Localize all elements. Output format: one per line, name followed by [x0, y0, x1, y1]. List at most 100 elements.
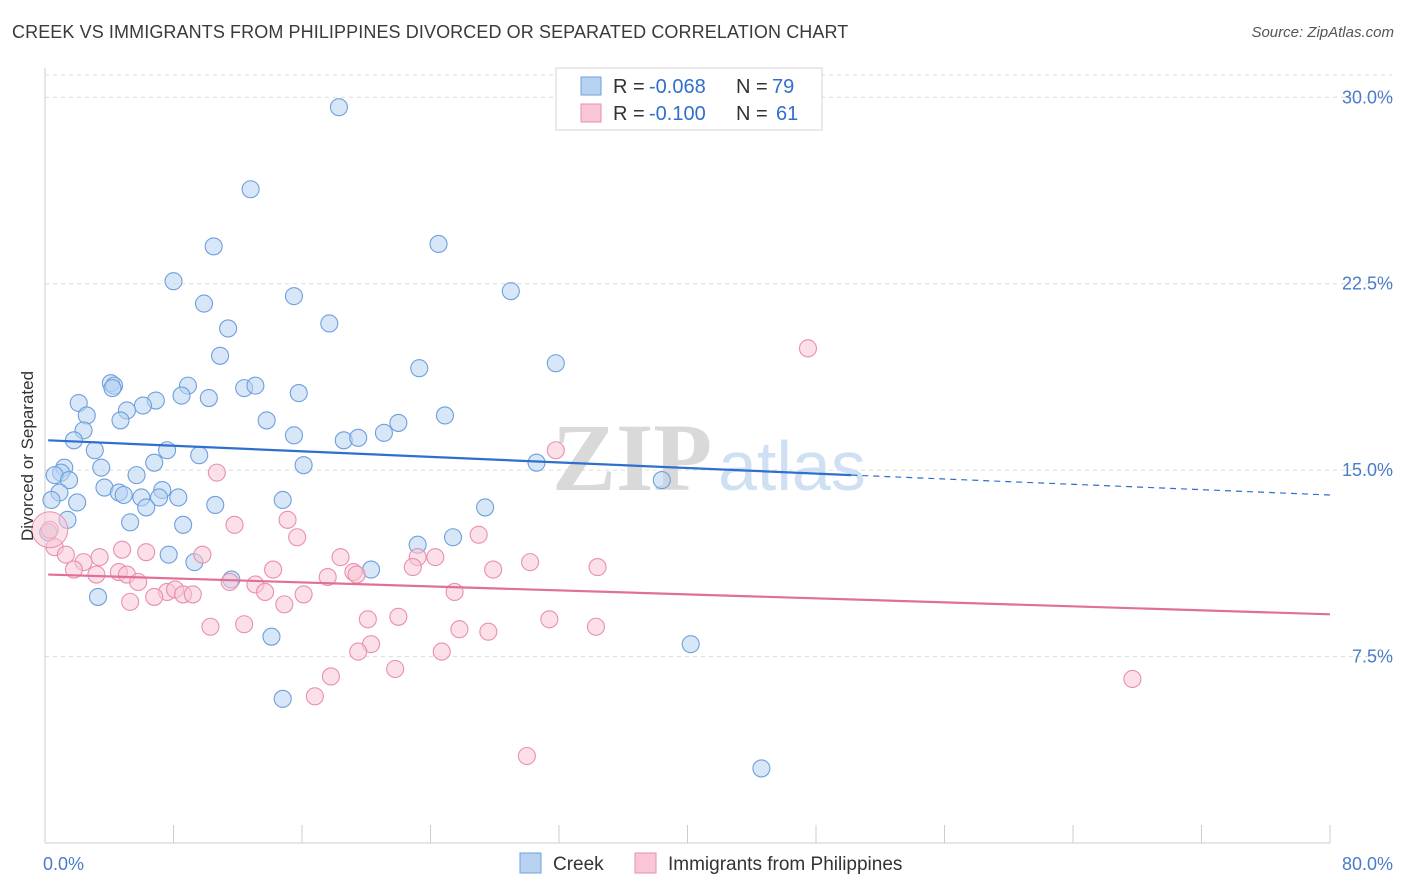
creek-point-29 [257, 411, 276, 430]
creek-point-11 [410, 359, 429, 378]
creek-point-5 [284, 287, 304, 306]
philippines-point-0 [798, 339, 818, 358]
y-axis-label: Divorced or Separated [18, 371, 37, 541]
creek-point-65 [121, 513, 140, 532]
creek-point-12 [546, 354, 565, 373]
creek-point-9 [320, 314, 339, 333]
philippines-point-29 [484, 560, 503, 579]
philippines-point-39 [294, 585, 313, 604]
y-tick-labels: 7.5% 15.0% 22.5% 30.0% [1342, 87, 1393, 666]
legend-r-label-1: R = [613, 76, 645, 98]
legend-swatch-creek [580, 76, 602, 96]
legend-n-value-2: 61 [776, 103, 798, 125]
creek-point-47 [127, 466, 146, 485]
philippines-point-53 [432, 642, 451, 661]
grid-lines [45, 74, 1392, 658]
creek-point-28 [111, 411, 130, 430]
creek-point-20 [199, 389, 218, 408]
creek-point-39 [190, 446, 209, 465]
philippines-point-31 [220, 572, 239, 592]
creek-point-24 [133, 396, 153, 415]
creek-point-78 [752, 759, 771, 778]
y-tick-label-1: 15.0% [1342, 460, 1393, 480]
philippines-point-21 [87, 565, 106, 584]
chart-title: CREEK VS IMMIGRANTS FROM PHILIPPINES DIV… [12, 22, 849, 42]
creek-point-62 [137, 498, 156, 517]
creek-point-10 [211, 346, 230, 365]
bottom-legend-swatch-philippines [634, 852, 657, 874]
philippines-point-7 [469, 525, 488, 544]
creek-point-18 [246, 376, 265, 395]
watermark: ZIP atlas [552, 404, 866, 511]
creek-point-37 [85, 441, 104, 460]
philippines-point-12 [193, 545, 212, 564]
creek-point-59 [42, 490, 61, 510]
philippines-point-1 [546, 441, 565, 460]
philippines-point-58 [517, 746, 536, 766]
philippines-point-20 [64, 560, 83, 579]
legend-r-label-2: R = [613, 103, 645, 125]
watermark-atlas: atlas [718, 427, 866, 505]
creek-point-3 [429, 234, 448, 253]
philippines-point-11 [137, 543, 156, 562]
axes [44, 68, 1331, 844]
philippines-point-52 [349, 642, 368, 661]
creek-point-19 [172, 386, 191, 405]
creek-point-26 [77, 406, 96, 425]
philippines-point-27 [318, 567, 337, 587]
philippines-point-4 [225, 515, 244, 534]
philippines-point-48 [450, 620, 469, 639]
source-label: Source: ZipAtlas.com [1251, 24, 1394, 41]
creek-point-61 [206, 495, 225, 514]
bottom-legend-label-creek: Creek [553, 854, 604, 875]
creek-point-23 [289, 384, 308, 403]
creek-point-2 [204, 237, 223, 256]
creek-point-8 [219, 319, 238, 338]
creek-point-66 [174, 515, 193, 534]
creek-point-35 [349, 428, 368, 447]
creek-point-27 [435, 406, 455, 425]
creek-point-40 [145, 453, 164, 472]
creek-point-7 [194, 294, 214, 313]
philippines-point-45 [540, 610, 559, 629]
x-tick-min: 0.0% [43, 854, 84, 874]
creek-point-0 [329, 98, 348, 117]
philippines-point-43 [358, 610, 377, 629]
philippines-point-19 [90, 548, 109, 567]
bottom-legend: Creek Immigrants from Philippines [519, 852, 902, 875]
philippines-point-10 [113, 540, 132, 559]
legend-n-value-1: 79 [772, 76, 794, 98]
creek-point-32 [374, 423, 393, 442]
creek-point-63 [476, 498, 495, 517]
legend-r-value-1: -0.068 [649, 76, 706, 98]
creek-trend-extension [851, 474, 1331, 496]
philippines-point-55 [321, 667, 340, 686]
creek-point-15 [103, 379, 122, 398]
philippines-point-50 [586, 617, 605, 636]
philippines-point-54 [386, 659, 405, 679]
creek-point-68 [443, 528, 463, 547]
creek-point-57 [169, 488, 188, 507]
creek-point-43 [92, 458, 111, 477]
philippines-point-57 [1123, 669, 1142, 688]
creek-point-33 [284, 426, 304, 445]
creek-point-53 [114, 485, 133, 505]
legend-box: R = -0.068 N = 79 R = -0.100 N = 61 [555, 67, 823, 131]
philippines-point-36 [183, 585, 202, 604]
x-tick-max: 80.0% [1342, 854, 1393, 874]
y-tick-label-2: 22.5% [1342, 274, 1393, 294]
creek-point-30 [389, 413, 408, 432]
legend-swatch-philippines [580, 103, 602, 123]
y-tick-label-0: 7.5% [1352, 647, 1393, 667]
legend-n-label-1: N = [736, 76, 768, 98]
creek-point-75 [262, 627, 281, 646]
creek-point-58 [273, 490, 292, 510]
philippines-trend-line [48, 573, 1331, 616]
watermark-zip: ZIP [552, 404, 712, 511]
philippines-point-44 [389, 607, 408, 626]
philippines-point-26 [347, 565, 366, 584]
trend-lines [48, 439, 1331, 616]
philippines-point-38 [256, 582, 275, 601]
